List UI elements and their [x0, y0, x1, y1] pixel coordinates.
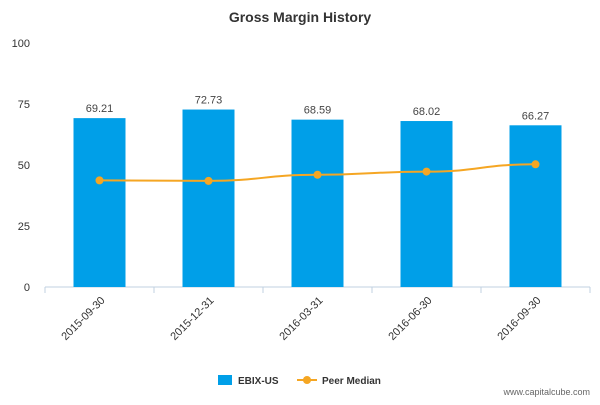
- bar-ebix: [182, 109, 235, 287]
- y-tick-label: 0: [24, 282, 30, 294]
- x-tick-label: 2015-09-30: [59, 295, 107, 343]
- bar-data-label: 69.21: [86, 103, 114, 115]
- peer-median-series: [95, 160, 540, 185]
- peer-median-point: [95, 176, 104, 185]
- bar-series: [73, 109, 562, 288]
- legend-swatch-ebix: [218, 375, 232, 385]
- bar-data-labels: 69.21 72.73 68.59 68.02 66.27: [86, 95, 550, 123]
- y-tick-label: 100: [12, 38, 30, 50]
- x-tick-label: 2016-06-30: [386, 295, 434, 343]
- peer-median-point: [422, 167, 431, 176]
- legend-label-ebix: EBIX-US: [238, 376, 279, 387]
- bar-ebix: [509, 125, 562, 287]
- legend-label-peer-median: Peer Median: [322, 376, 381, 387]
- y-tick-label: 50: [18, 160, 30, 172]
- x-tick-label: 2016-03-31: [277, 295, 325, 343]
- y-axis: 0 25 50 75 100: [12, 38, 30, 294]
- y-tick-label: 75: [18, 99, 30, 111]
- bar-data-label: 68.02: [413, 106, 441, 118]
- bar-ebix: [291, 119, 344, 287]
- bar-ebix: [73, 118, 126, 288]
- legend-swatch-peer-median-marker: [303, 376, 311, 384]
- peer-median-point: [313, 170, 322, 179]
- bar-data-label: 72.73: [195, 95, 223, 107]
- bar-data-label: 66.27: [522, 110, 550, 122]
- x-axis: 2015-09-30 2015-12-31 2016-03-31 2016-06-30…: [44, 286, 591, 343]
- peer-median-point: [531, 160, 540, 169]
- y-tick-label: 25: [18, 221, 30, 233]
- bar-ebix: [400, 121, 453, 288]
- legend: EBIX-US Peer Median: [218, 375, 381, 387]
- bar-data-label: 68.59: [304, 105, 332, 117]
- chart-title: Gross Margin History: [229, 9, 372, 25]
- watermark: www.capitalcube.com: [502, 387, 590, 397]
- peer-median-point: [204, 176, 213, 185]
- x-tick-label: 2016-09-30: [495, 295, 543, 343]
- x-tick-label: 2015-12-31: [168, 295, 216, 343]
